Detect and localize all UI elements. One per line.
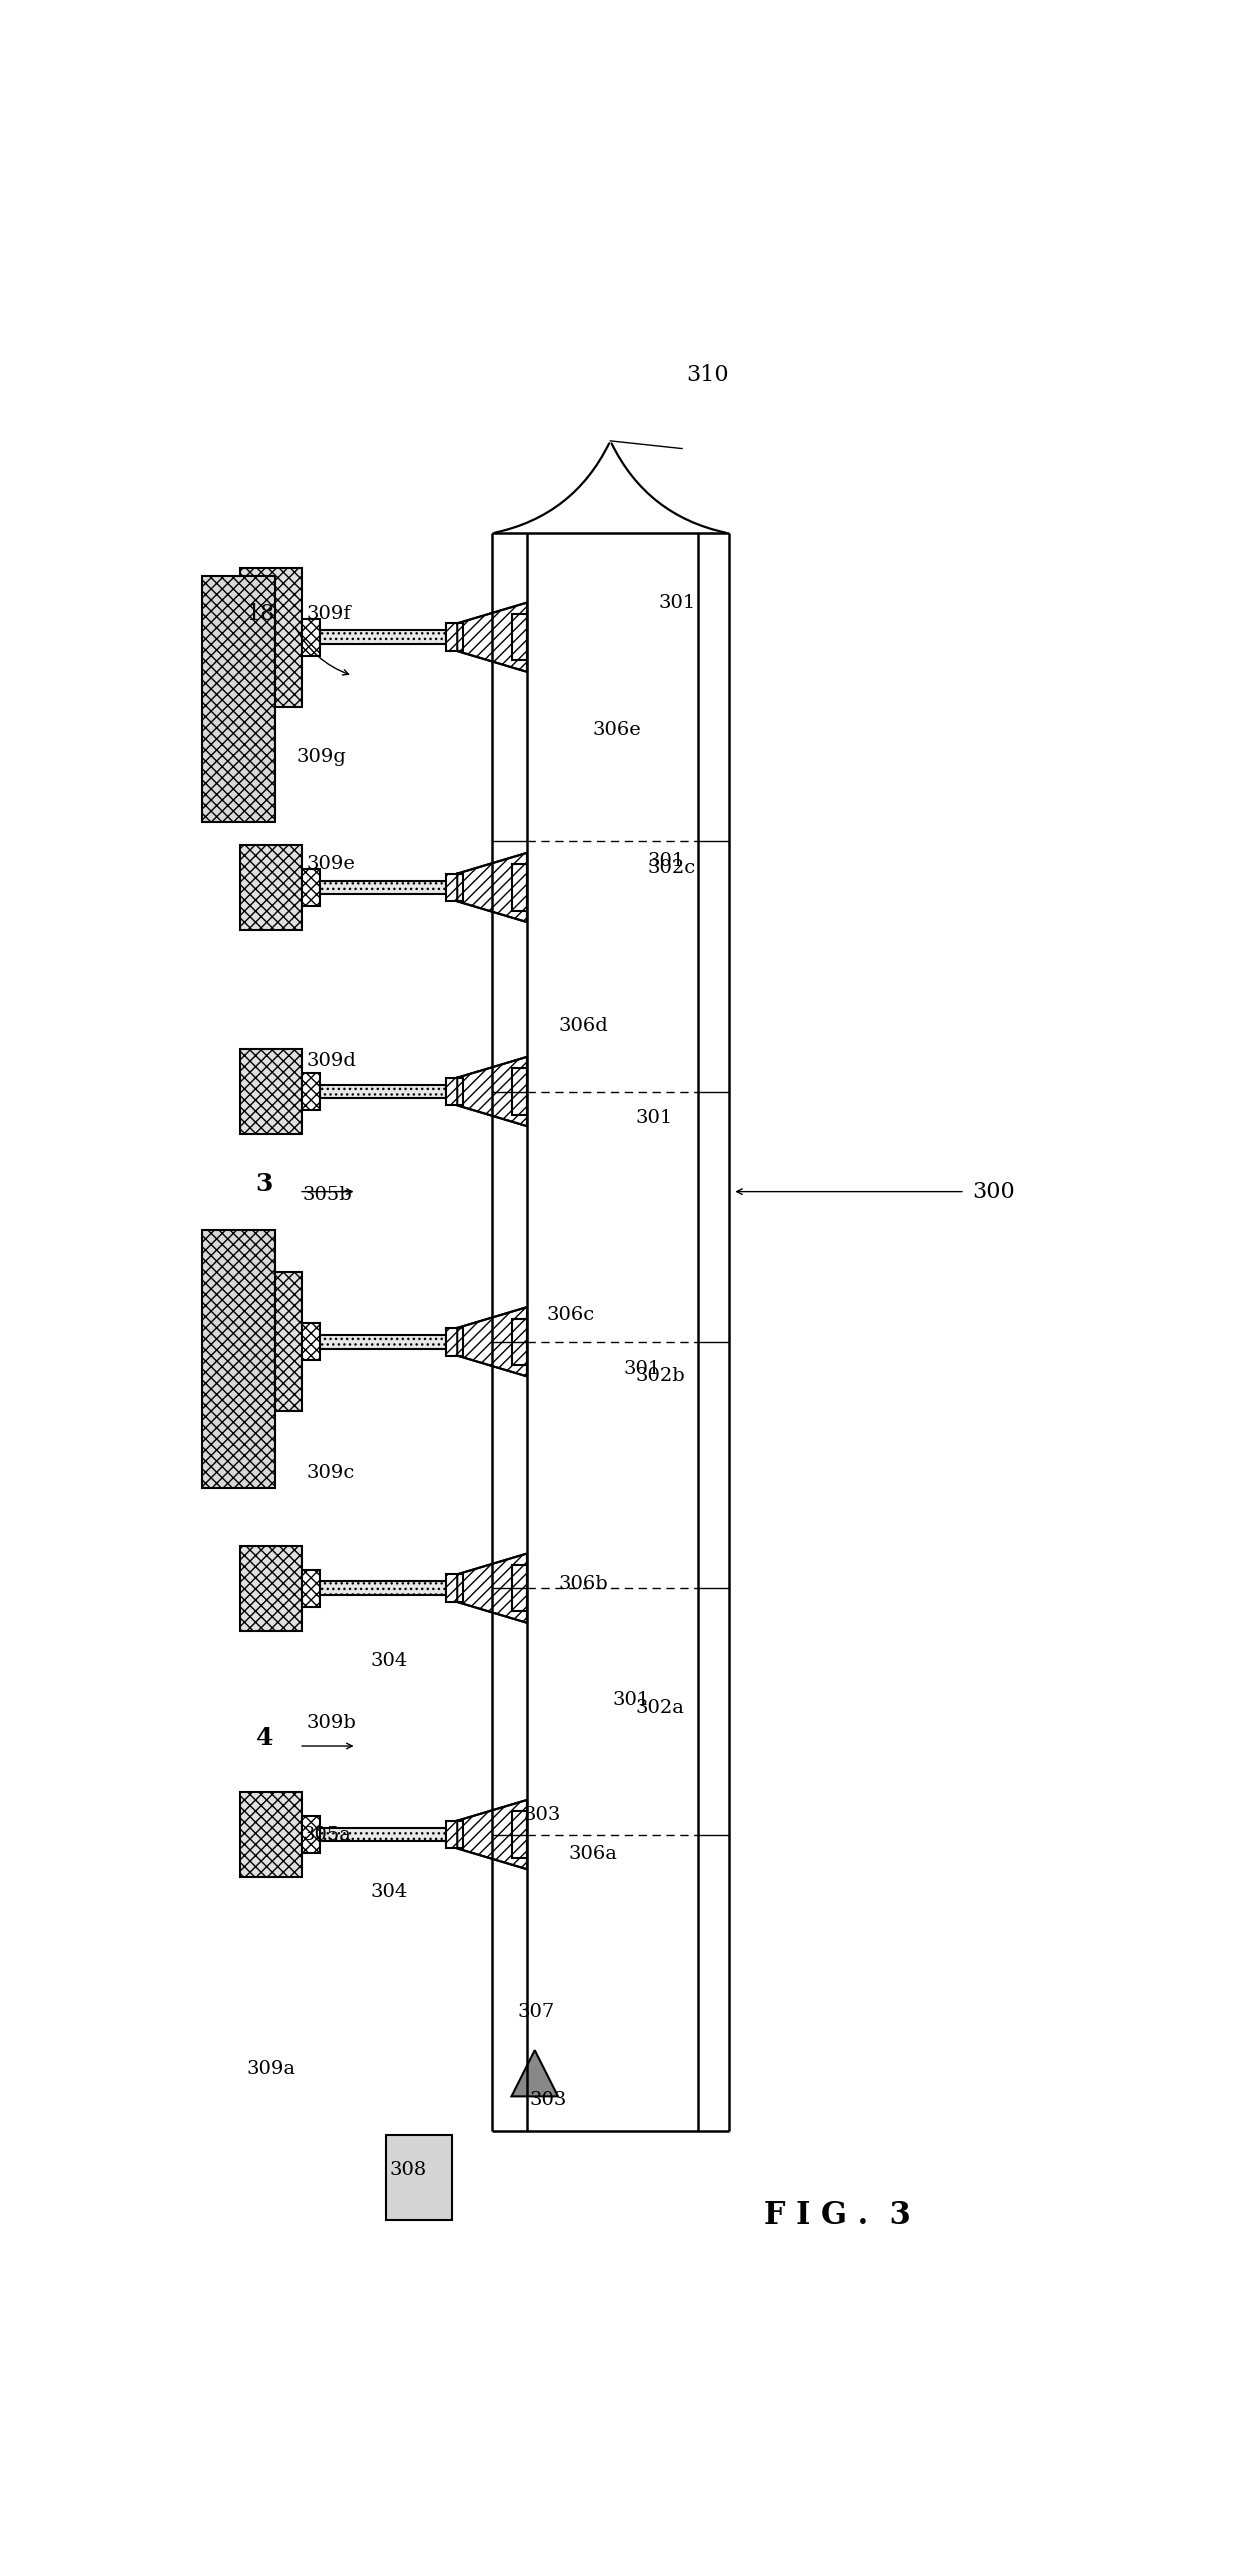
Polygon shape bbox=[445, 1329, 463, 1355]
Text: 302b: 302b bbox=[635, 1367, 686, 1385]
Text: 301: 301 bbox=[624, 1360, 661, 1378]
Polygon shape bbox=[306, 1827, 460, 1842]
Text: 309f: 309f bbox=[306, 605, 351, 622]
Polygon shape bbox=[201, 577, 275, 821]
Polygon shape bbox=[306, 1084, 460, 1099]
Text: 309d: 309d bbox=[306, 1051, 356, 1069]
Polygon shape bbox=[511, 2051, 558, 2097]
Polygon shape bbox=[386, 2135, 451, 2219]
Polygon shape bbox=[201, 1230, 275, 1487]
Polygon shape bbox=[241, 1546, 303, 1630]
Polygon shape bbox=[458, 852, 527, 921]
Text: 306d: 306d bbox=[558, 1018, 608, 1036]
Polygon shape bbox=[511, 1069, 527, 1115]
Text: 303: 303 bbox=[529, 2092, 567, 2110]
Text: 300: 300 bbox=[972, 1181, 1016, 1202]
Text: 3: 3 bbox=[255, 1171, 273, 1196]
Polygon shape bbox=[299, 1324, 320, 1360]
Text: 301: 301 bbox=[613, 1691, 650, 1709]
Text: 306a: 306a bbox=[569, 1844, 618, 1862]
Polygon shape bbox=[299, 1816, 320, 1852]
Polygon shape bbox=[458, 1306, 527, 1378]
Polygon shape bbox=[241, 1048, 303, 1133]
Text: 301: 301 bbox=[635, 1110, 673, 1128]
Text: 303: 303 bbox=[523, 1806, 560, 1824]
Text: 309a: 309a bbox=[247, 2061, 295, 2079]
Polygon shape bbox=[511, 1566, 527, 1612]
Polygon shape bbox=[458, 1801, 527, 1870]
Polygon shape bbox=[445, 622, 463, 651]
Polygon shape bbox=[458, 1056, 527, 1125]
Polygon shape bbox=[306, 1582, 460, 1594]
Polygon shape bbox=[299, 1569, 320, 1607]
Polygon shape bbox=[445, 1077, 463, 1105]
Polygon shape bbox=[445, 1821, 463, 1849]
Text: 309e: 309e bbox=[306, 855, 355, 872]
Text: 309g: 309g bbox=[296, 747, 347, 765]
Text: 308: 308 bbox=[389, 2161, 427, 2179]
Polygon shape bbox=[299, 1074, 320, 1110]
Polygon shape bbox=[511, 1811, 527, 1857]
Polygon shape bbox=[511, 615, 527, 661]
Text: 301: 301 bbox=[658, 594, 696, 612]
Text: 309c: 309c bbox=[306, 1464, 355, 1482]
Text: 18: 18 bbox=[247, 602, 275, 625]
Text: 304: 304 bbox=[371, 1883, 408, 1900]
Text: 307: 307 bbox=[518, 2003, 556, 2020]
Polygon shape bbox=[306, 1334, 460, 1349]
Text: 306e: 306e bbox=[593, 719, 641, 740]
Polygon shape bbox=[445, 1574, 463, 1602]
Polygon shape bbox=[511, 1319, 527, 1365]
Polygon shape bbox=[299, 870, 320, 906]
Text: 302c: 302c bbox=[647, 860, 696, 878]
Polygon shape bbox=[306, 880, 460, 895]
Text: 301: 301 bbox=[647, 852, 684, 870]
Text: 305a: 305a bbox=[303, 1827, 351, 1844]
Polygon shape bbox=[458, 602, 527, 671]
Text: 306b: 306b bbox=[558, 1577, 608, 1594]
Polygon shape bbox=[306, 630, 460, 645]
Text: 309b: 309b bbox=[306, 1714, 356, 1732]
Polygon shape bbox=[445, 872, 463, 901]
Polygon shape bbox=[241, 844, 303, 929]
Polygon shape bbox=[511, 865, 527, 911]
Text: 306c: 306c bbox=[547, 1306, 595, 1324]
Polygon shape bbox=[241, 569, 303, 707]
Polygon shape bbox=[458, 1554, 527, 1622]
Text: F I G .  3: F I G . 3 bbox=[764, 2199, 910, 2232]
Text: 4: 4 bbox=[255, 1727, 273, 1750]
Text: 305b: 305b bbox=[303, 1186, 352, 1204]
Polygon shape bbox=[299, 620, 320, 656]
Text: 302a: 302a bbox=[635, 1699, 684, 1717]
Text: 310: 310 bbox=[686, 365, 729, 385]
Polygon shape bbox=[241, 1273, 303, 1411]
Text: 304: 304 bbox=[371, 1653, 408, 1671]
Polygon shape bbox=[241, 1793, 303, 1878]
